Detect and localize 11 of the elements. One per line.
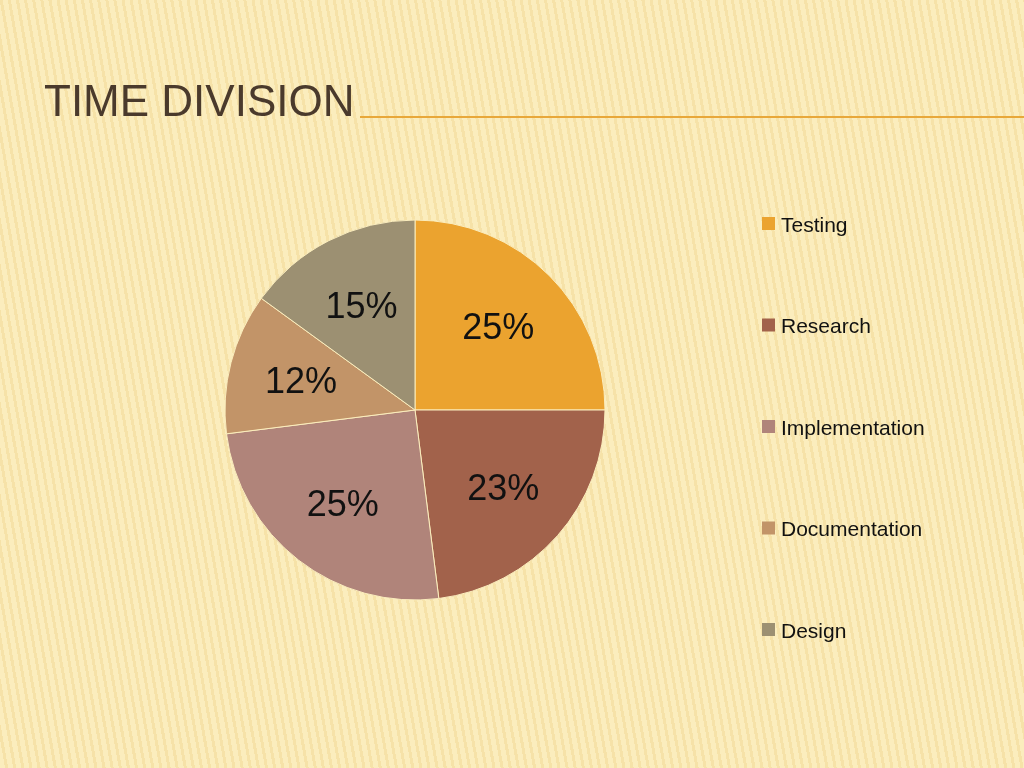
data-label: 23% [467, 467, 540, 509]
legend-label: Testing [781, 212, 848, 236]
data-label: 12% [264, 360, 337, 402]
legend-label: Design [781, 618, 847, 642]
legend-label: Documentation [781, 517, 923, 540]
legend-label: Implementation [781, 415, 925, 439]
data-label: 15% [325, 284, 398, 326]
data-label: 25% [462, 306, 535, 348]
chart-title: TIME DIVISION [44, 76, 355, 125]
data-label: 25% [306, 482, 379, 524]
legend-label: Research [781, 314, 871, 337]
